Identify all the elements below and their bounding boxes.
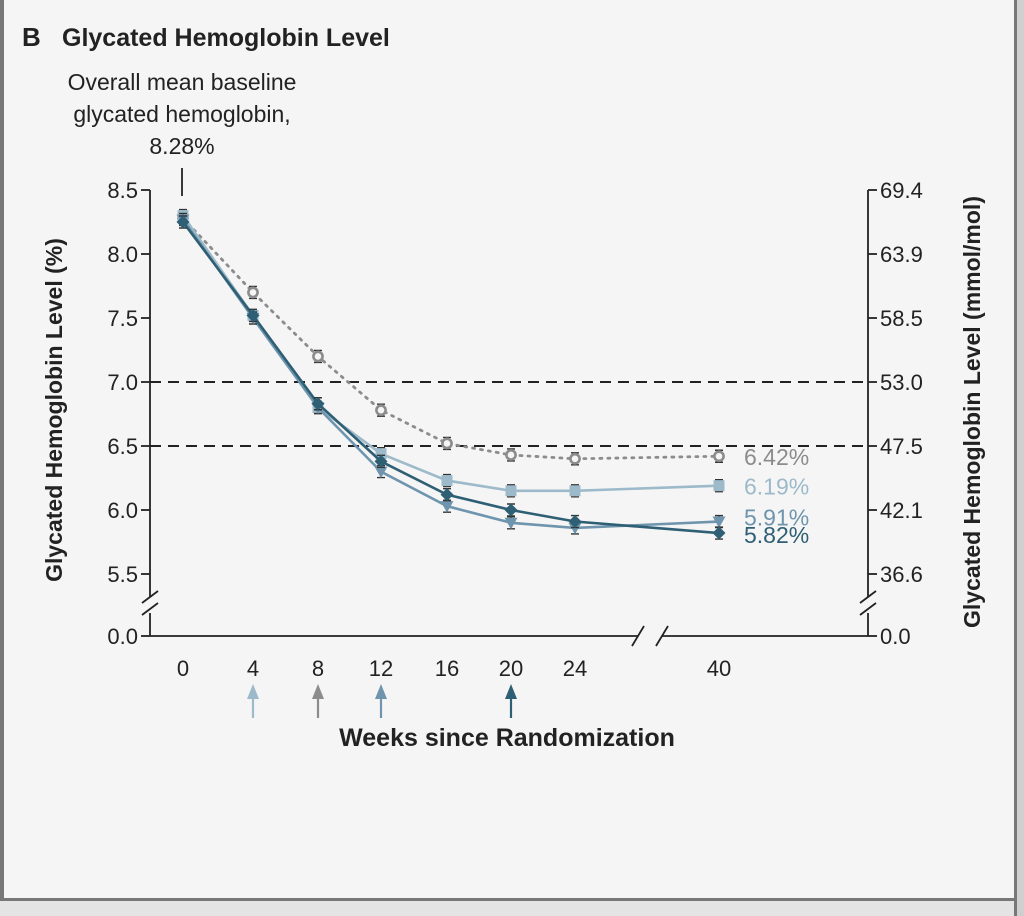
marker-triangle-down — [568, 522, 582, 535]
marker-diamond — [712, 526, 726, 540]
marker-diamond — [504, 503, 518, 517]
y-tick-label-left: 0.0 — [107, 624, 138, 649]
x-tick-label: 24 — [563, 656, 587, 681]
marker-square — [441, 475, 453, 487]
right-axis-break-mark — [859, 590, 877, 616]
marker-square — [505, 485, 517, 497]
frame-bottom-border — [0, 898, 1014, 901]
baseline-annotation-line-2: glycated hemoglobin, — [73, 101, 290, 127]
marker-diamond — [176, 215, 190, 229]
series-placebo — [177, 211, 725, 466]
marker-square — [375, 448, 387, 460]
y-tick-label-left: 5.5 — [107, 562, 138, 587]
marker-diamond — [374, 454, 388, 468]
end-label-mid: 5.91% — [744, 505, 809, 531]
y-axis-title-left: Glycated Hemoglobin Level (%) — [41, 238, 67, 582]
y-tick-label-right: 42.1 — [880, 498, 923, 523]
visit-arrow-4 — [247, 684, 259, 718]
y-tick-label-right: 58.5 — [880, 306, 923, 331]
marker-triangle-down — [440, 501, 454, 513]
baseline-annotation-line-1: Overall mean baseline — [68, 69, 297, 95]
frame-right-border — [1014, 0, 1024, 916]
y-tick-label-right: 53.0 — [880, 370, 923, 395]
y-tick-label-left: 6.0 — [107, 498, 138, 523]
marker-diamond — [246, 308, 260, 322]
y-tick-label-right: 63.9 — [880, 242, 923, 267]
series-dark — [176, 215, 726, 540]
marker-open-circle — [312, 350, 324, 363]
y-tick-label-left: 7.5 — [107, 306, 138, 331]
y-tick-label-left: 8.5 — [107, 178, 138, 203]
y-tick-label-left: 7.0 — [107, 370, 138, 395]
y-tick-label-right: 36.6 — [880, 562, 923, 587]
series-line-placebo — [181, 216, 721, 461]
marker-diamond — [311, 397, 325, 411]
frame-left-border — [0, 0, 4, 916]
visit-arrow-12 — [375, 684, 387, 718]
marker-open-circle — [505, 449, 517, 461]
marker-open-circle — [375, 404, 387, 417]
y-axis-title-right: Glycated Hemoglobin Level (mmol/mol) — [959, 196, 985, 628]
x-tick-label: 4 — [247, 656, 259, 681]
y-tick-label-right: 69.4 — [880, 178, 923, 203]
series-light — [177, 208, 725, 498]
series-line-dark — [181, 221, 720, 535]
marker-open-circle — [569, 452, 581, 465]
end-label-light: 6.19% — [744, 474, 809, 500]
visit-arrow-20 — [505, 684, 517, 718]
marker-diamond — [440, 488, 454, 502]
y-tick-label-left: 8.0 — [107, 242, 138, 267]
frame-bottom-fill — [0, 901, 1014, 916]
marker-triangle-down — [504, 517, 518, 530]
marker-square — [713, 480, 725, 492]
marker-open-circle — [713, 450, 725, 463]
series-line-mid — [181, 218, 720, 530]
marker-triangle-down — [374, 466, 388, 479]
end-label-dark: 5.82% — [744, 522, 809, 548]
chart-title: Glycated Hemoglobin Level — [62, 24, 390, 52]
left-axis-break-mark — [141, 590, 159, 616]
marker-open-circle — [441, 437, 453, 450]
arrow-head — [375, 684, 387, 699]
y-tick-label-right: 47.5 — [880, 434, 923, 459]
y-tick-label-left: 6.5 — [107, 434, 138, 459]
x-tick-label: 8 — [312, 656, 324, 681]
x-tick-label: 40 — [707, 656, 731, 681]
x-tick-label: 12 — [369, 656, 393, 681]
arrow-head — [312, 684, 324, 699]
marker-square — [569, 485, 581, 497]
marker-triangle-down — [712, 516, 726, 529]
y-tick-label-right: 0.0 — [880, 624, 911, 649]
arrow-head — [505, 684, 517, 699]
x-tick-label: 0 — [177, 656, 189, 681]
x-axis-break-mark — [631, 625, 669, 647]
panel-letter: B — [22, 22, 41, 52]
x-axis-title: Weeks since Randomization — [339, 724, 675, 752]
x-tick-label: 20 — [499, 656, 523, 681]
marker-open-circle — [247, 286, 259, 299]
hba1c-chart: B Glycated Hemoglobin Level Overall mean… — [22, 22, 985, 752]
visit-arrow-8 — [312, 684, 324, 718]
end-label-placebo: 6.42% — [744, 444, 809, 470]
x-tick-label: 16 — [435, 656, 459, 681]
baseline-annotation-value: 8.28% — [149, 133, 214, 159]
marker-diamond — [568, 515, 582, 529]
arrow-head — [247, 684, 259, 699]
